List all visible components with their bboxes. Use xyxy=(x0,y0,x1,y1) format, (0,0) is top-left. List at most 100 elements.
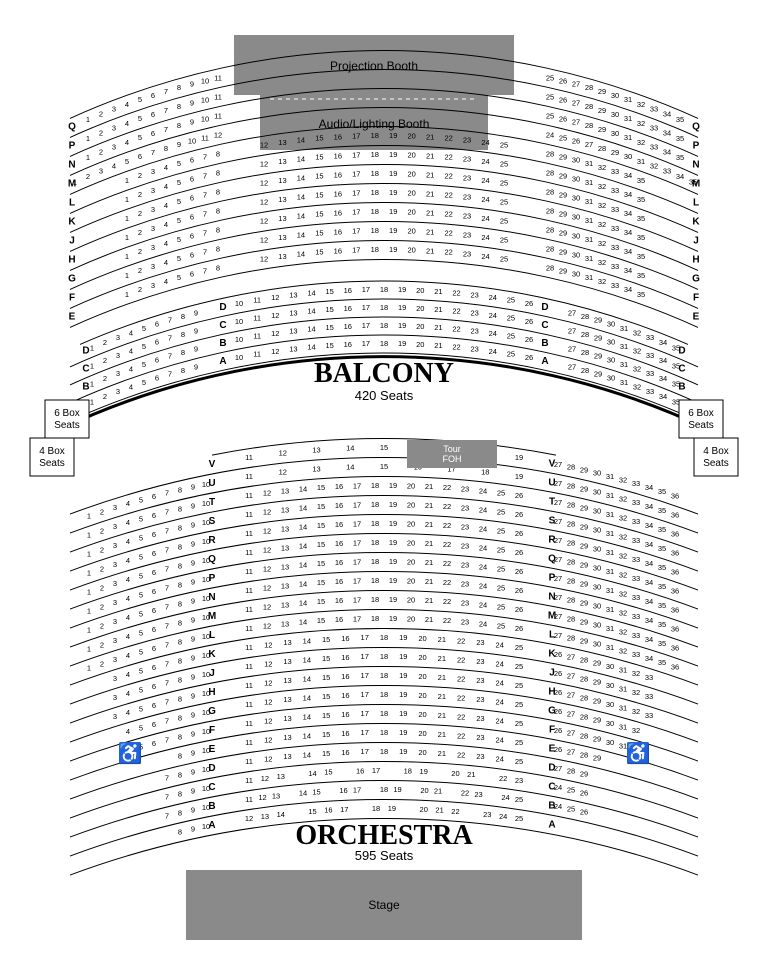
seat: 33 xyxy=(632,517,640,526)
seat: 9 xyxy=(194,363,198,372)
row-letter-inner: C xyxy=(219,320,226,331)
seat: 36 xyxy=(671,624,679,633)
seat: 25 xyxy=(500,236,508,245)
seat: 30 xyxy=(606,681,614,690)
seat: 7 xyxy=(164,125,168,134)
seat: 23 xyxy=(476,638,484,647)
seat: 4 xyxy=(126,537,130,546)
seat: 35 xyxy=(637,271,645,280)
seat: 26 xyxy=(515,605,523,614)
seat: 34 xyxy=(645,540,653,549)
seat: 25 xyxy=(497,489,505,498)
seat: 24 xyxy=(481,214,489,223)
seat: 33 xyxy=(650,143,658,152)
seat: 10 xyxy=(188,137,196,146)
seat: 11 xyxy=(245,738,253,747)
seat: 20 xyxy=(420,805,428,814)
seat: 29 xyxy=(559,152,567,161)
seat: 26 xyxy=(525,335,533,344)
seat: 3 xyxy=(151,186,155,195)
seat: 18 xyxy=(371,500,379,509)
seat: 24 xyxy=(489,347,497,356)
seat: 19 xyxy=(389,169,397,178)
seat: 16 xyxy=(339,786,347,795)
seat: 5 xyxy=(142,324,146,333)
seat: 8 xyxy=(216,187,220,196)
seat: 14 xyxy=(299,504,307,513)
seat: 26 xyxy=(515,491,523,500)
seat: 21 xyxy=(426,227,434,236)
seat: 19 xyxy=(399,633,407,642)
seat: 32 xyxy=(598,239,606,248)
seat: 14 xyxy=(277,810,285,819)
seat: 16 xyxy=(334,189,342,198)
seat: 24 xyxy=(481,157,489,166)
seat: 15 xyxy=(308,807,316,816)
box-seat-label: 4 Box xyxy=(39,446,65,457)
seat: 24 xyxy=(496,678,504,687)
seat: 23 xyxy=(470,326,478,335)
seat: 3 xyxy=(112,105,116,114)
seat: 6 xyxy=(190,156,194,165)
seat: 28 xyxy=(585,121,593,130)
seat: 14 xyxy=(299,485,307,494)
seat: 7 xyxy=(164,106,168,115)
seat: 26 xyxy=(515,548,523,557)
seat: 28 xyxy=(567,577,575,586)
seat: 32 xyxy=(637,138,645,147)
seat: 8 xyxy=(181,312,185,321)
seat: 21 xyxy=(425,596,433,605)
seat: 25 xyxy=(515,643,523,652)
seat: 22 xyxy=(451,807,459,816)
seat: 32 xyxy=(598,163,606,172)
seat: 9 xyxy=(191,482,195,491)
seat: 14 xyxy=(299,599,307,608)
seat: 16 xyxy=(334,151,342,160)
seat: 27 xyxy=(572,80,580,89)
seat: 18 xyxy=(372,804,380,813)
row-letter: K xyxy=(548,648,556,659)
seat: 32 xyxy=(619,589,627,598)
seat: 28 xyxy=(598,144,606,153)
seat: 21 xyxy=(426,170,434,179)
seat: 17 xyxy=(352,169,360,178)
seat: 29 xyxy=(559,209,567,218)
seat: 11 xyxy=(214,73,222,82)
seat: 2 xyxy=(100,621,104,630)
seat: 6 xyxy=(155,320,159,329)
seat: 17 xyxy=(362,339,370,348)
seat: 10 xyxy=(201,95,209,104)
orchestra-subtitle: 595 Seats xyxy=(355,848,414,863)
seat: 26 xyxy=(525,299,533,308)
seat: 28 xyxy=(546,244,554,253)
seat: 13 xyxy=(289,308,297,317)
seat: 14 xyxy=(297,136,305,145)
seat: 19 xyxy=(420,767,428,776)
seat: 32 xyxy=(598,201,606,210)
seat: 11 xyxy=(245,662,253,671)
seat: 22 xyxy=(443,521,451,530)
seat: 34 xyxy=(645,502,653,511)
seat: 1 xyxy=(90,361,94,370)
seat: 25 xyxy=(497,622,505,631)
seat: 28 xyxy=(581,330,589,339)
seat: 24 xyxy=(481,176,489,185)
seat: 5 xyxy=(177,235,181,244)
seat: 9 xyxy=(194,327,198,336)
seat: 34 xyxy=(663,148,671,157)
seat: 31 xyxy=(585,254,593,263)
seat: 7 xyxy=(168,352,172,361)
seat: 1 xyxy=(87,569,91,578)
seat: 3 xyxy=(113,636,117,645)
seat: 24 xyxy=(489,311,497,320)
seat: 2 xyxy=(103,374,107,383)
seat: 7 xyxy=(165,508,169,517)
seat: 20 xyxy=(407,519,415,528)
seat: 5 xyxy=(138,114,142,123)
seat: 7 xyxy=(165,774,169,783)
seat: 20 xyxy=(418,748,426,757)
seat: 31 xyxy=(585,197,593,206)
seat: 20 xyxy=(418,672,426,681)
seat: 17 xyxy=(352,207,360,216)
seat: 19 xyxy=(399,709,407,718)
